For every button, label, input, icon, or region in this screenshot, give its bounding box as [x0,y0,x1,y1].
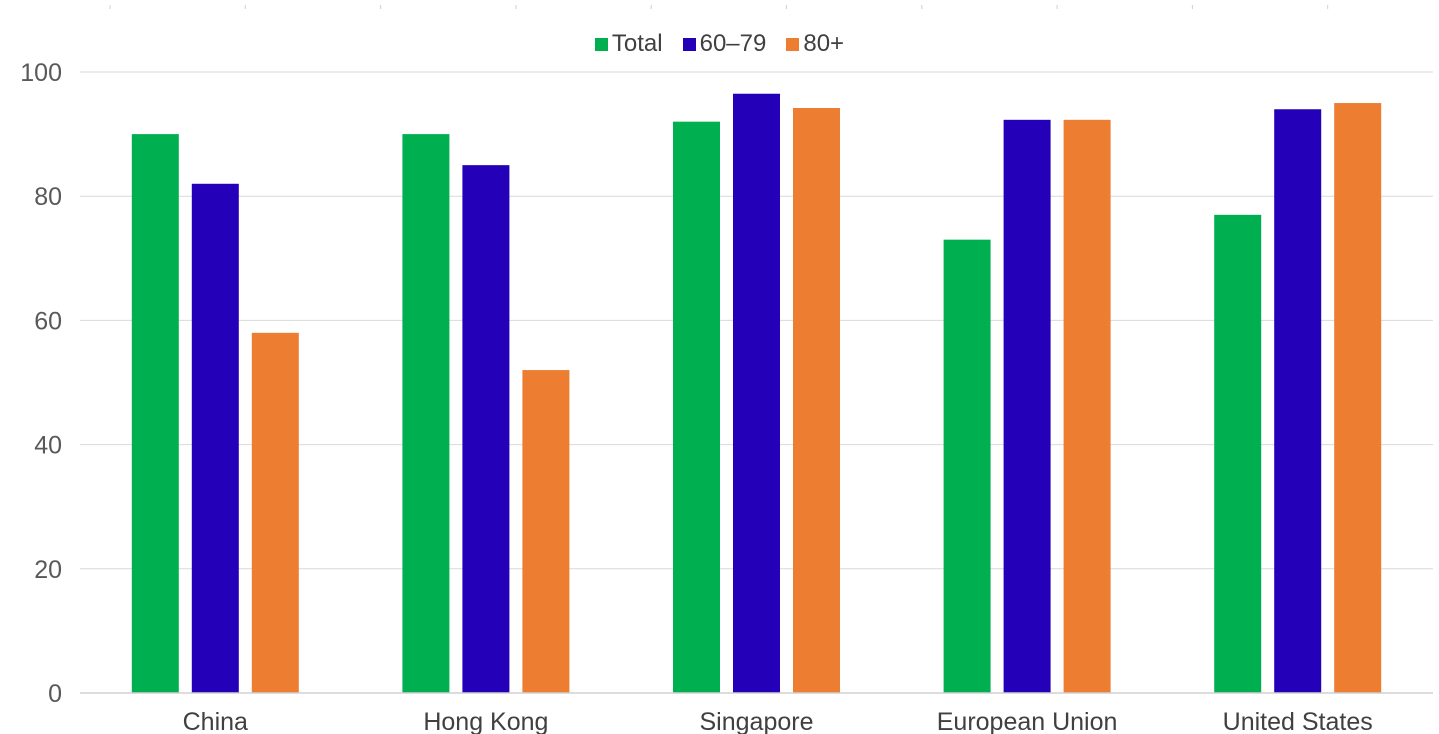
y-tick-label: 100 [20,59,62,87]
x-tick-label: China [183,708,248,734]
bar [943,239,991,694]
legend-item-60-79: 60–79 [682,30,767,58]
legend-item-total: Total [594,30,663,58]
y-tick-label: 60 [34,307,62,335]
legend-item-80-plus: 80+ [786,30,844,58]
legend-label-total: Total [611,30,663,57]
x-tick-label: United States [1223,708,1373,734]
bar [462,165,510,693]
legend-label-60-79: 60–79 [699,30,767,57]
y-tick-label: 20 [34,556,62,584]
bar [1274,109,1322,693]
bar [131,134,179,694]
legend-swatch-total [594,37,608,51]
x-tick-label: Hong Kong [423,708,548,734]
bar [1063,119,1111,693]
y-tick-label: 80 [34,183,62,211]
legend-label-80-plus: 80+ [803,30,845,57]
bar [673,121,720,694]
x-tick-label: European Union [937,708,1118,734]
bar [1334,103,1382,694]
bar [793,108,840,693]
y-tick-label: 0 [48,680,62,708]
y-tick-label: 40 [34,432,62,460]
bar [251,332,299,693]
bar [1214,214,1262,693]
legend: Total 60–79 80+ [0,30,1439,58]
legend-swatch-60-79 [682,37,696,51]
bar [733,93,780,694]
legend-swatch-80-plus [786,37,800,51]
bar [1003,119,1051,693]
bar [522,370,570,693]
x-tick-label: Singapore [700,708,814,734]
bar [402,134,450,694]
bar [191,183,239,693]
